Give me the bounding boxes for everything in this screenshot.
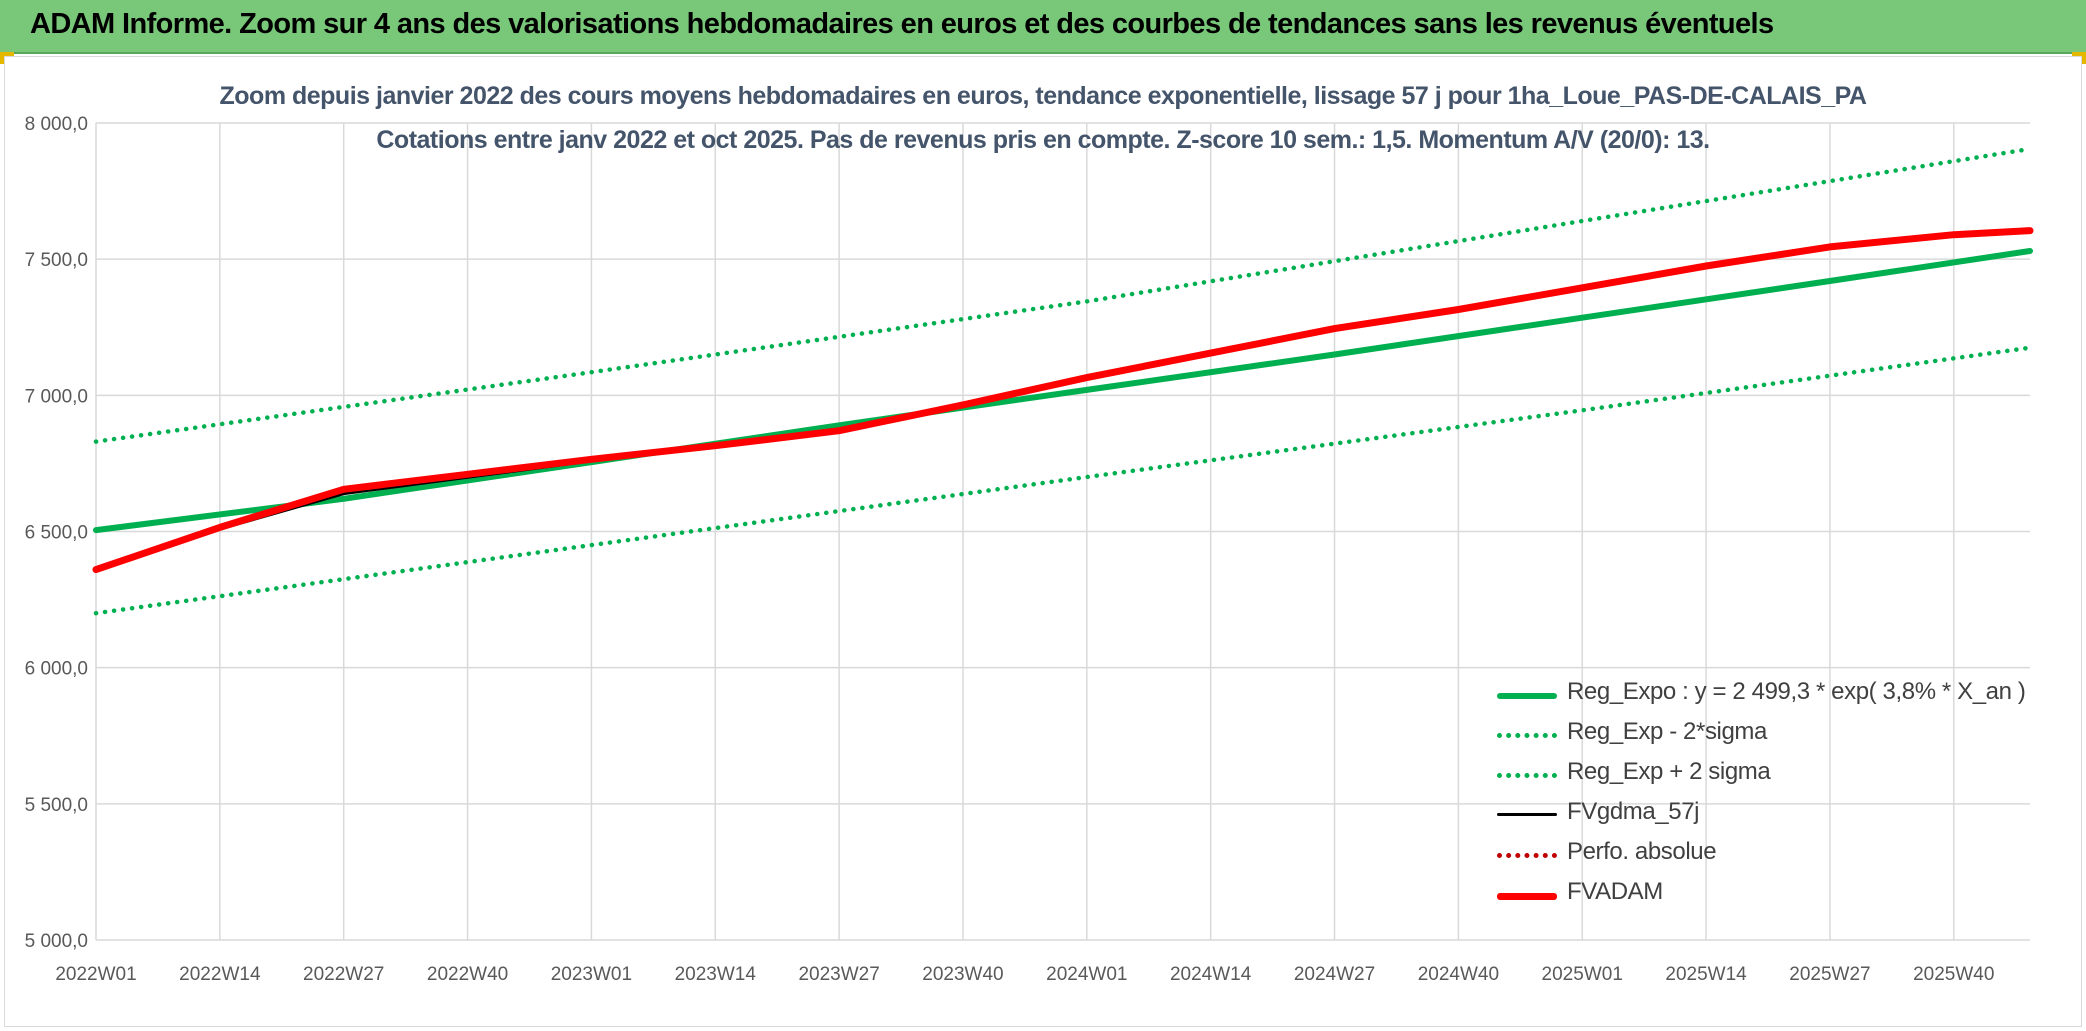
- y-tick-label: 7 000,0: [25, 386, 88, 407]
- y-tick-label: 7 500,0: [25, 250, 88, 271]
- legend-entry: FVADAM: [1497, 874, 2037, 914]
- y-tick-label: 6 000,0: [25, 659, 88, 680]
- series-line-0: [93, 248, 2033, 534]
- legend-swatch: [1497, 853, 1557, 858]
- legend-entry: FVgdma_57j: [1497, 794, 2037, 834]
- legend-label: Reg_Expo : y = 2 499,3 * exp( 3,8% * X_a…: [1567, 678, 2026, 705]
- x-tick-label: 2025W27: [1789, 964, 1870, 985]
- legend-swatch: [1497, 733, 1557, 738]
- x-tick-label: 2022W27: [303, 964, 384, 985]
- legend-entry: Reg_Expo : y = 2 499,3 * exp( 3,8% * X_a…: [1497, 674, 2037, 714]
- report-banner: ADAM Informe. Zoom sur 4 ans des valoris…: [0, 0, 2086, 54]
- y-tick-label: 8 000,0: [25, 114, 88, 135]
- chart-area: [4, 56, 2082, 1027]
- x-tick-label: 2024W40: [1418, 964, 1499, 985]
- series-line-1: [93, 345, 2033, 616]
- legend-entry: Perfo. absolue: [1497, 834, 2037, 874]
- x-tick-label: 2023W01: [551, 964, 632, 985]
- legend-swatch: [1497, 893, 1557, 900]
- chart-subtitle: Cotations entre janv 2022 et oct 2025. P…: [376, 126, 1710, 154]
- chart-legend: Reg_Expo : y = 2 499,3 * exp( 3,8% * X_a…: [1497, 674, 2037, 914]
- chart-title: Zoom depuis janvier 2022 des cours moyen…: [219, 82, 1867, 110]
- x-tick-label: 2024W14: [1170, 964, 1252, 985]
- x-tick-label: 2022W01: [55, 964, 136, 985]
- x-tick-label: 2023W14: [675, 964, 757, 985]
- legend-label: Reg_Exp - 2*sigma: [1567, 718, 1767, 745]
- x-tick-label: 2023W40: [922, 964, 1003, 985]
- x-tick-label: 2025W01: [1542, 964, 1623, 985]
- y-tick-label: 5 500,0: [25, 795, 88, 816]
- legend-swatch: [1497, 773, 1557, 778]
- legend-swatch: [1497, 813, 1557, 816]
- legend-entry: Reg_Exp + 2 sigma: [1497, 754, 2037, 794]
- x-tick-label: 2024W27: [1294, 964, 1375, 985]
- legend-label: FVADAM: [1567, 878, 1663, 905]
- y-tick-label: 5 000,0: [25, 931, 88, 952]
- y-tick-label: 6 500,0: [25, 523, 88, 544]
- legend-entry: Reg_Exp - 2*sigma: [1497, 714, 2037, 754]
- series-line-5: [92, 227, 2034, 574]
- legend-label: Reg_Exp + 2 sigma: [1567, 758, 1771, 785]
- x-tick-label: 2023W27: [798, 964, 879, 985]
- legend-swatch: [1497, 693, 1557, 699]
- series-line-2: [93, 146, 2033, 444]
- x-tick-label: 2025W14: [1665, 964, 1747, 985]
- x-tick-label: 2022W14: [179, 964, 261, 985]
- legend-label: Perfo. absolue: [1567, 838, 1717, 865]
- x-tick-label: 2025W40: [1913, 964, 1994, 985]
- report-title: ADAM Informe. Zoom sur 4 ans des valoris…: [30, 8, 1774, 40]
- x-tick-label: 2022W40: [427, 964, 508, 985]
- legend-label: FVgdma_57j: [1567, 798, 1700, 825]
- x-tick-label: 2024W01: [1046, 964, 1127, 985]
